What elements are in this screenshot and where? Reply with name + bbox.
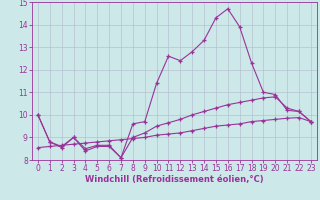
X-axis label: Windchill (Refroidissement éolien,°C): Windchill (Refroidissement éolien,°C) [85,175,264,184]
